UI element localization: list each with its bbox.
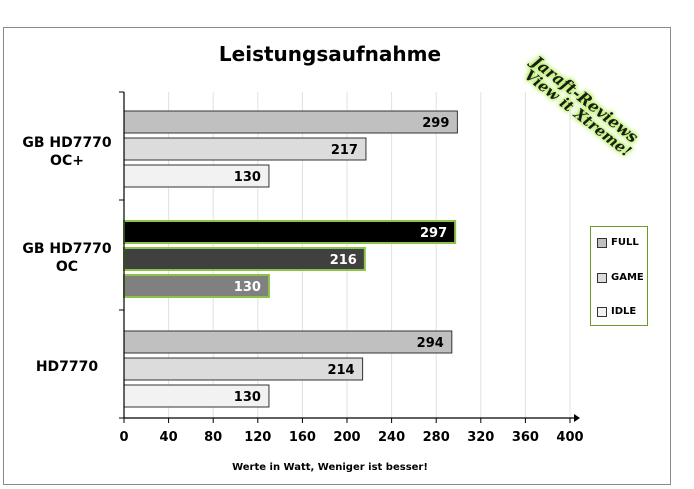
legend-label: IDLE	[611, 306, 637, 317]
category-label: HD7770	[12, 358, 122, 376]
data-label: 130	[234, 170, 261, 185]
legend-item-full: FULL	[597, 237, 639, 248]
x-tick-label: 0	[119, 430, 128, 445]
x-tick-label: 160	[289, 430, 316, 445]
x-tick-label: 240	[378, 430, 405, 445]
bar-full	[123, 110, 458, 134]
legend-label: FULL	[611, 237, 639, 248]
x-tick-label: 280	[423, 430, 450, 445]
category-label-line: OC	[55, 259, 79, 275]
bar-game	[123, 137, 367, 161]
x-axis-title: Werte in Watt, Weniger ist besser!	[232, 462, 428, 473]
x-tick-label: 360	[512, 430, 539, 445]
legend-item-idle: IDLE	[597, 306, 636, 317]
watermark-logo: Jaraft-Reviews View it Xtreme!	[520, 30, 680, 161]
data-label: 217	[331, 143, 358, 158]
x-axis-arrow	[574, 414, 580, 422]
x-tick-label: 80	[204, 430, 222, 445]
x-tick-label: 400	[556, 430, 583, 445]
legend-swatch	[597, 237, 607, 248]
legend-label: GAME	[611, 272, 644, 283]
x-tick-label: 120	[244, 430, 271, 445]
category-label: GB HD7770 OC+	[12, 134, 122, 170]
data-label: 216	[330, 253, 357, 268]
bar-full	[123, 330, 453, 354]
data-label: 130	[234, 280, 261, 295]
data-label: 299	[422, 116, 449, 131]
legend-item-game: GAME	[597, 272, 644, 283]
data-label: 294	[417, 336, 444, 351]
legend-swatch	[597, 272, 607, 283]
x-tick-label: 200	[333, 430, 360, 445]
bars: 299 217 130 297 216 130 294 214 130	[123, 110, 458, 408]
bar-full	[123, 220, 457, 244]
legend: FULL GAME IDLE	[590, 226, 648, 326]
category-label-line: GB HD7770	[22, 135, 112, 151]
data-label: 214	[327, 363, 354, 378]
category-label-line: GB HD7770	[22, 241, 112, 257]
chart-title: Leistungsaufnahme	[218, 42, 442, 66]
legend-swatch	[597, 306, 607, 317]
category-label-line: HD7770	[35, 359, 99, 375]
x-tick-label: 320	[467, 430, 494, 445]
x-tick-label: 40	[160, 430, 178, 445]
data-label: 130	[234, 390, 261, 405]
category-label: GB HD7770 OC	[12, 240, 122, 276]
category-label-line: OC+	[50, 153, 84, 169]
axes: 0 40 80 120 160 200 240 280 320 360 400	[119, 91, 584, 445]
data-label: 297	[420, 226, 447, 241]
